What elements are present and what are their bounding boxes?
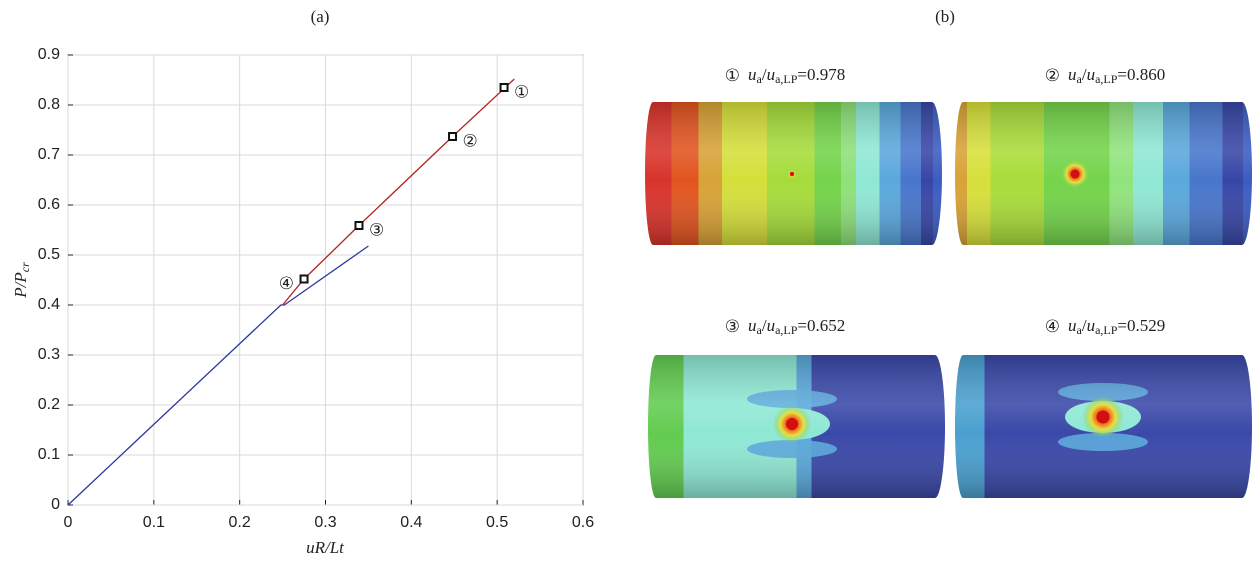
panel-a-title: (a) xyxy=(311,7,330,26)
y-axis-label: P/Pcr xyxy=(11,262,32,299)
caption-num: u xyxy=(1068,65,1077,84)
state-marker xyxy=(499,83,509,92)
buckle-core xyxy=(786,418,798,430)
buckle-core xyxy=(790,172,794,176)
caption: ③ ua/ua,LP=0.652 xyxy=(725,316,846,337)
caption-den-sub: a,LP xyxy=(775,323,798,337)
caption-den: u xyxy=(1087,65,1096,84)
y-tick-label: 0.6 xyxy=(38,196,60,213)
caption-slash: / xyxy=(1082,316,1087,335)
caption: ② ua/ua,LP=0.860 xyxy=(1045,65,1166,86)
state-marker xyxy=(448,132,458,141)
caption-num: u xyxy=(1068,316,1077,335)
caption-num: u xyxy=(748,65,757,84)
marker-label: ④ xyxy=(279,274,294,294)
caption-marker: ④ xyxy=(1045,317,1060,337)
caption-den: u xyxy=(767,65,776,84)
caption-num-sub: a xyxy=(757,72,763,86)
cylinder xyxy=(645,102,942,245)
caption-slash: / xyxy=(762,316,767,335)
caption-value: 0.860 xyxy=(1127,65,1165,84)
x-tick-label: 0.1 xyxy=(143,514,165,531)
caption-value: 0.529 xyxy=(1127,316,1165,335)
line-series xyxy=(67,245,369,506)
caption-value: 0.652 xyxy=(807,316,845,335)
caption-slash: / xyxy=(762,65,767,84)
cylinder-shade xyxy=(955,102,1252,245)
x-tick-label: 0.2 xyxy=(229,514,251,531)
x-tick-label: 0.5 xyxy=(486,514,508,531)
caption-marker: ② xyxy=(1045,66,1060,86)
caption-num-sub: a xyxy=(1077,323,1083,337)
y-tick-label: 0.9 xyxy=(38,46,60,63)
y-tick-label: 0.8 xyxy=(38,96,60,113)
caption-equals: = xyxy=(1117,316,1127,335)
caption-num-sub: a xyxy=(1077,72,1083,86)
cylinder xyxy=(648,355,945,498)
caption: ④ ua/ua,LP=0.529 xyxy=(1045,316,1166,337)
y-tick-label: 0.7 xyxy=(38,146,60,163)
cylinder xyxy=(955,355,1252,498)
state-marker xyxy=(299,274,309,284)
y-tick-label: 0.2 xyxy=(38,396,60,413)
marker-label: ③ xyxy=(369,221,384,241)
caption-den-sub: a,LP xyxy=(1095,72,1118,86)
buckle-core xyxy=(1070,169,1080,179)
caption-marker: ① xyxy=(725,66,740,86)
x-tick-label: 0.6 xyxy=(572,514,594,531)
state-marker xyxy=(354,221,364,230)
y-label-sub: cr xyxy=(18,262,32,272)
y-tick-label: 0 xyxy=(51,496,60,513)
x-tick-label: 0.4 xyxy=(400,514,422,531)
y-tick-label: 0.3 xyxy=(38,346,60,363)
x-tick-label: 0 xyxy=(64,514,73,531)
caption-den-sub: a,LP xyxy=(1095,323,1118,337)
caption-equals: = xyxy=(797,316,807,335)
caption-den: u xyxy=(767,316,776,335)
y-tick-label: 0.1 xyxy=(38,446,60,463)
caption-marker: ③ xyxy=(725,317,740,337)
cylinder xyxy=(955,102,1252,245)
buckle-core xyxy=(1096,410,1110,424)
caption-slash: / xyxy=(1082,65,1087,84)
y-label-main: P/P xyxy=(11,272,30,299)
caption-equals: = xyxy=(1117,65,1127,84)
marker-label: ② xyxy=(463,132,478,152)
caption: ① ua/ua,LP=0.978 xyxy=(725,65,846,86)
caption-den: u xyxy=(1087,316,1096,335)
y-tick-label: 0.5 xyxy=(38,246,60,263)
caption-equals: = xyxy=(797,65,807,84)
panel-b-title: (b) xyxy=(935,7,955,26)
caption-num: u xyxy=(748,316,757,335)
y-tick-label: 0.4 xyxy=(38,296,60,313)
x-tick-label: 0.3 xyxy=(314,514,336,531)
line-series xyxy=(282,78,515,306)
caption-value: 0.978 xyxy=(807,65,845,84)
x-axis-label: uR/Lt xyxy=(306,538,345,557)
marker-label: ① xyxy=(514,83,529,103)
caption-den-sub: a,LP xyxy=(775,72,798,86)
caption-num-sub: a xyxy=(757,323,763,337)
